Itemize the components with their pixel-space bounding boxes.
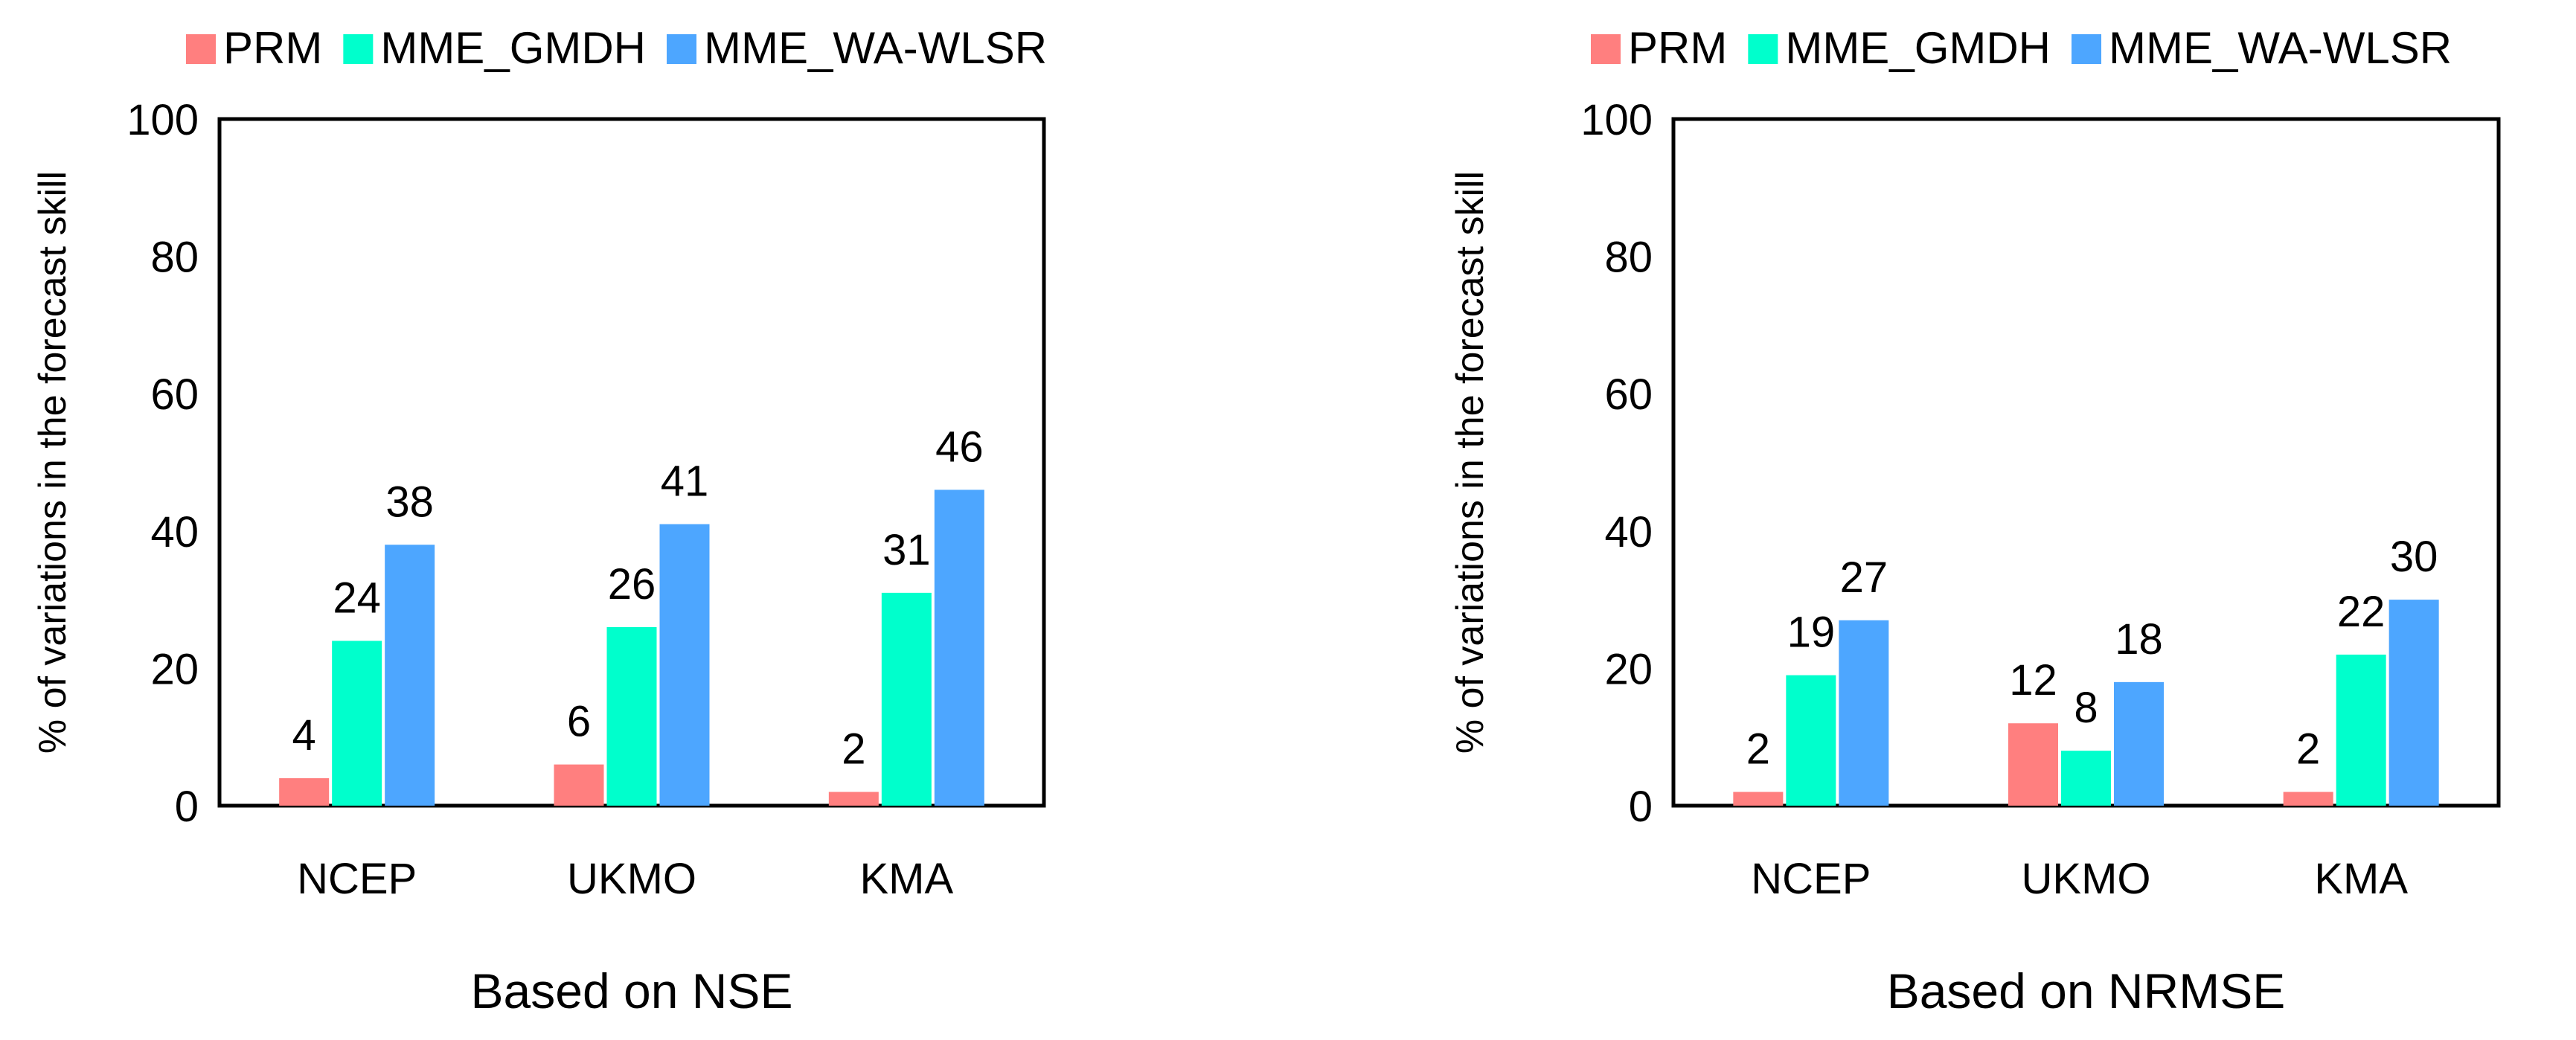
y-tick-label: 80: [150, 234, 199, 282]
data-label: 26: [608, 560, 656, 609]
y-tick-label: 40: [1604, 508, 1653, 556]
chart-nse: PRM MME_GMDH MME_WA-WLSR 0 20 40 60 80 100 % of v…: [31, 23, 1047, 1018]
bar: [279, 778, 330, 806]
x-tick-label: UKMO: [2022, 855, 2151, 903]
legend-item: MME_WA-WLSR: [667, 23, 1047, 73]
legend-swatch: [343, 34, 374, 64]
bar: [606, 627, 657, 806]
x-tick-label: KMA: [2314, 855, 2408, 903]
legend-swatch: [2072, 34, 2102, 64]
legend-swatch: [1591, 34, 1621, 64]
legend-label: PRM: [223, 23, 322, 73]
y-tick-label: 20: [1604, 645, 1653, 693]
chart-nrmse: PRM MME_GMDH MME_WA-WLSR 0 20 40 60 80 100 % of v…: [1449, 23, 2501, 1018]
bar: [2388, 600, 2439, 806]
bar: [2283, 792, 2333, 806]
x-tick-label: UKMO: [567, 855, 696, 903]
y-tick-label: 0: [175, 783, 199, 831]
bar: [1733, 792, 1784, 806]
y-tick-label: 80: [1604, 234, 1653, 282]
x-tick-label: KMA: [859, 855, 953, 903]
bar: [385, 545, 435, 806]
bar: [2008, 723, 2058, 806]
bar: [881, 592, 932, 806]
bar: [659, 524, 710, 806]
legend-item: PRM: [1591, 23, 1727, 73]
data-label: 6: [567, 698, 591, 746]
y-tick-label: 60: [1604, 370, 1653, 419]
data-label: 18: [2115, 615, 2163, 664]
y-tick-label: 40: [150, 508, 199, 556]
legend-label: MME_WA-WLSR: [2109, 23, 2452, 73]
bar: [554, 764, 604, 806]
legend-swatch: [667, 34, 697, 64]
legend-item: PRM: [186, 23, 322, 73]
data-label: 41: [661, 458, 709, 506]
bar: [1786, 675, 1836, 806]
data-label: 2: [842, 725, 865, 774]
data-label: 2: [2296, 725, 2320, 774]
y-axis-label: % of variations in the forecast skill: [31, 171, 74, 754]
bar: [332, 641, 382, 806]
legend-label: MME_WA-WLSR: [704, 23, 1047, 73]
bar: [934, 489, 984, 806]
data-label: 46: [935, 423, 984, 471]
data-label: 31: [882, 526, 931, 574]
data-label: 30: [2390, 533, 2438, 581]
data-label: 4: [292, 711, 316, 760]
bar: [2336, 654, 2386, 806]
legend-label: PRM: [1628, 23, 1727, 73]
legend-swatch: [1748, 34, 1778, 64]
y-tick-label: 100: [1580, 96, 1653, 144]
legend: PRM MME_GMDH MME_WA-WLSR: [1591, 23, 2452, 73]
legend-item: MME_GMDH: [1748, 23, 2051, 73]
y-tick-label: 20: [150, 645, 199, 693]
data-label: 24: [333, 574, 381, 622]
x-axis-label: Based on NRMSE: [1887, 963, 2286, 1018]
y-axis-label: % of variations in the forecast skill: [1449, 171, 1492, 754]
x-tick-label: NCEP: [297, 855, 417, 903]
data-label: 38: [385, 478, 434, 526]
bar: [1839, 620, 1889, 806]
legend: PRM MME_GMDH MME_WA-WLSR: [186, 23, 1047, 73]
legend-item: MME_WA-WLSR: [2072, 23, 2452, 73]
bar: [2114, 681, 2164, 806]
legend-swatch: [186, 34, 216, 64]
y-tick-label: 100: [126, 96, 199, 144]
data-label: 2: [1746, 725, 1770, 774]
data-label: 8: [2074, 684, 2098, 732]
legend-item: MME_GMDH: [343, 23, 646, 73]
y-tick-label: 60: [150, 370, 199, 419]
data-label: 22: [2337, 588, 2386, 636]
data-label: 27: [1840, 553, 1888, 602]
legend-label: MME_GMDH: [380, 23, 646, 73]
data-label: 19: [1787, 609, 1836, 657]
data-label: 12: [2009, 656, 2057, 704]
y-tick-label: 0: [1629, 783, 1653, 831]
x-tick-label: NCEP: [1751, 855, 1871, 903]
legend-label: MME_GMDH: [1785, 23, 2051, 73]
bar: [828, 792, 879, 806]
bar: [2061, 751, 2111, 806]
x-axis-label: Based on NSE: [471, 963, 793, 1018]
